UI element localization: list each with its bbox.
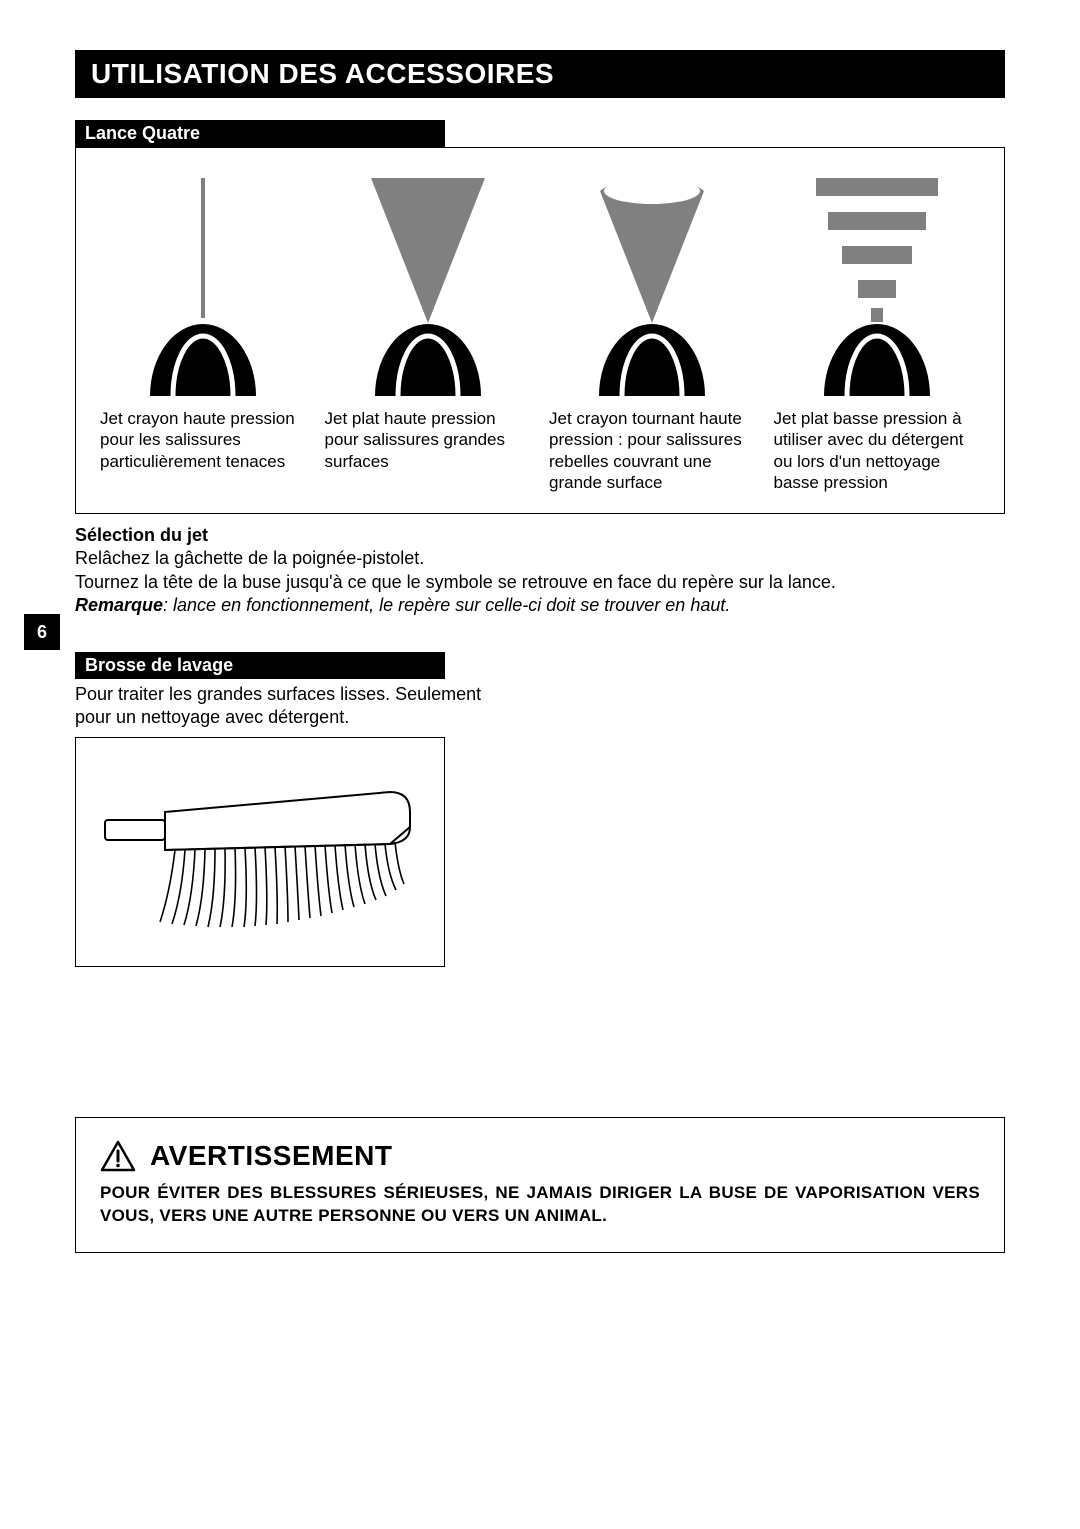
- warning-title: AVERTISSEMENT: [150, 1140, 392, 1172]
- warning-title-row: AVERTISSEMENT: [100, 1140, 980, 1172]
- brosse-text: Pour traiter les grandes surfaces lisses…: [75, 683, 495, 730]
- brush-icon: [90, 762, 430, 942]
- remark-label: Remarque: [75, 595, 163, 615]
- nozzle-caption-1: Jet crayon haute pression pour les salis…: [96, 398, 311, 472]
- warning-box: AVERTISSEMENT POUR ÉVITER DES BLESSURES …: [75, 1117, 1005, 1253]
- nozzle-col-4: Jet plat basse pression à utiliser avec …: [770, 178, 985, 493]
- selection-remark: Remarque: lance en fonctionnement, le re…: [75, 594, 1005, 617]
- nozzle-caption-2: Jet plat haute pression pour salissures …: [321, 398, 536, 472]
- selection-block: Sélection du jet Relâchez la gâchette de…: [75, 524, 1005, 618]
- warning-triangle-icon: [100, 1140, 136, 1172]
- main-heading: UTILISATION DES ACCESSOIRES: [91, 58, 554, 89]
- main-heading-bar: UTILISATION DES ACCESSOIRES: [75, 50, 1005, 98]
- lance-quatre-heading-bar: Lance Quatre: [75, 120, 445, 147]
- brosse-heading: Brosse de lavage: [85, 655, 233, 675]
- selection-heading: Sélection du jet: [75, 524, 1005, 547]
- nozzle-col-1: Jet crayon haute pression pour les salis…: [96, 178, 311, 493]
- nozzle-col-3: Jet crayon tournant haute pression : pou…: [545, 178, 760, 493]
- nozzle-caption-3: Jet crayon tournant haute pression : pou…: [545, 398, 760, 493]
- nozzle-rotary-jet-icon: [567, 178, 737, 398]
- selection-p1: Relâchez la gâchette de la poignée-pisto…: [75, 547, 1005, 570]
- nozzle-diagram-box: Jet crayon haute pression pour les salis…: [75, 147, 1005, 514]
- page-number: 6: [37, 622, 47, 643]
- warning-body: POUR ÉVITER DES BLESSURES SÉRIEUSES, NE …: [100, 1182, 980, 1228]
- page-container: UTILISATION DES ACCESSOIRES Lance Quatre…: [0, 0, 1080, 1313]
- nozzle-caption-4: Jet plat basse pression à utiliser avec …: [770, 398, 985, 493]
- remark-text: : lance en fonctionnement, le repère sur…: [163, 595, 730, 615]
- nozzle-low-pressure-icon: [792, 178, 962, 398]
- selection-p2: Tournez la tête de la buse jusqu'à ce qu…: [75, 571, 1005, 594]
- brush-illustration-box: [75, 737, 445, 967]
- lance-quatre-heading: Lance Quatre: [85, 123, 200, 143]
- page-number-tab: 6: [24, 614, 60, 650]
- nozzle-flat-jet-icon: [343, 178, 513, 398]
- brosse-heading-bar: Brosse de lavage: [75, 652, 445, 679]
- nozzle-pencil-jet-icon: [118, 178, 288, 398]
- brush-section: Brosse de lavage Pour traiter les grande…: [75, 652, 1005, 968]
- nozzle-col-2: Jet plat haute pression pour salissures …: [321, 178, 536, 493]
